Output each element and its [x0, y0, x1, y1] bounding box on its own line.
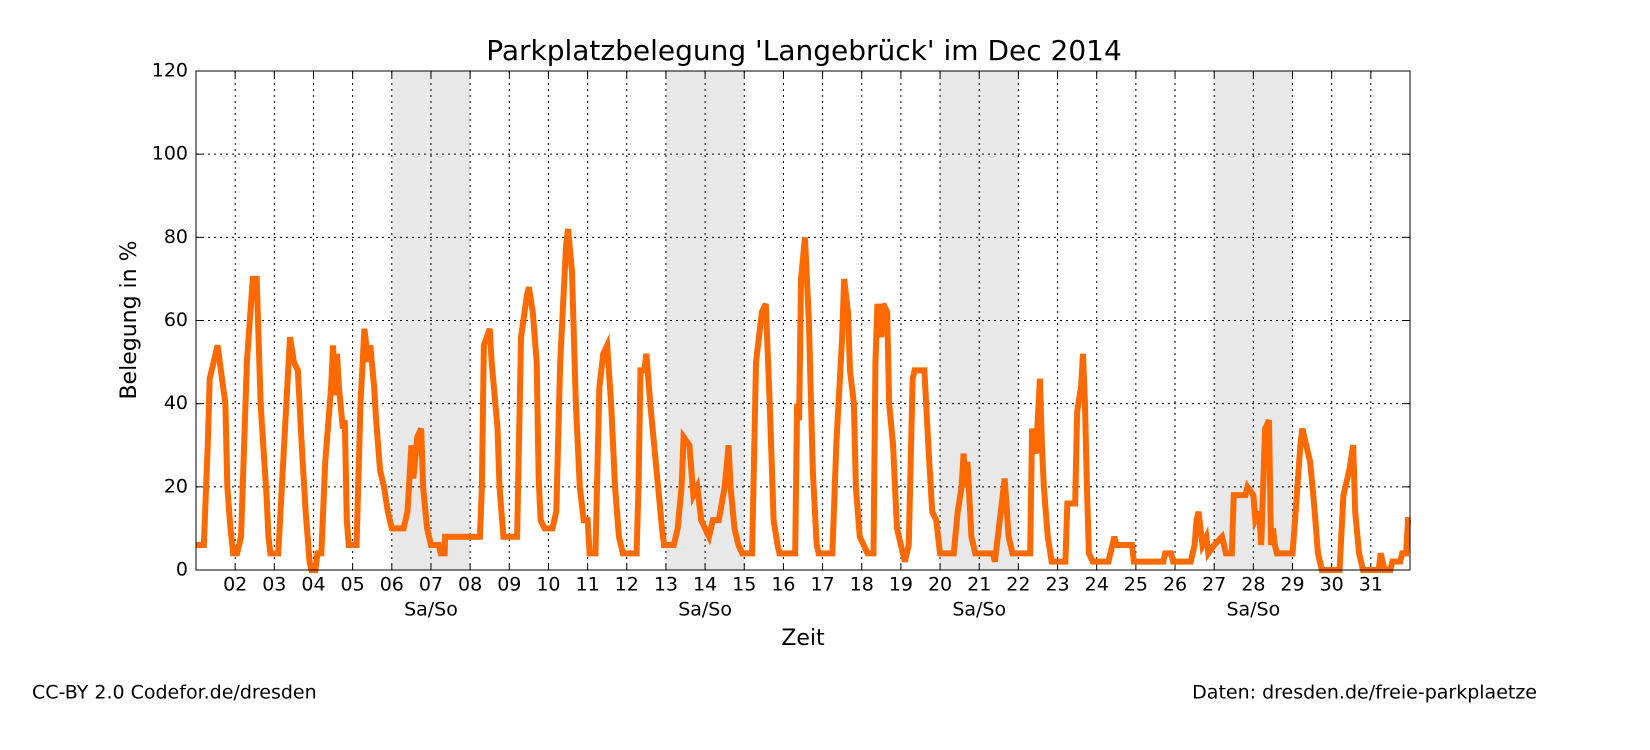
x-tick-label: 09	[497, 574, 521, 596]
y-tick-label: 80	[164, 226, 188, 248]
x-tick-label: 26	[1163, 574, 1187, 596]
x-tick-label: 31	[1359, 574, 1383, 596]
x-tick-label: 10	[536, 574, 560, 596]
x-tick-label: 11	[576, 574, 600, 596]
x-tick-label: 17	[810, 574, 834, 596]
chart-title: Parkplatzbelegung 'Langebrück' im Dec 20…	[486, 34, 1122, 67]
x-tick-label: 16	[771, 574, 795, 596]
x-tick-label: 06	[380, 574, 404, 596]
weekend-label: Sa/So	[404, 599, 458, 621]
x-tick-label: 23	[1045, 574, 1069, 596]
x-tick-label: 20	[928, 574, 952, 596]
y-tick-label: 20	[164, 475, 188, 497]
y-axis-label: Belegung in %	[117, 240, 142, 399]
x-tick-label: 24	[1085, 574, 1109, 596]
plot-area: Sa/So Sa/So Sa/So Sa/So 0 20 40 60 80 100 120 02 03 0…	[152, 60, 1412, 621]
y-tick-label: 60	[164, 309, 188, 331]
x-tick-label: 08	[458, 574, 482, 596]
y-tick-label: 100	[152, 143, 188, 165]
x-tick-label: 15	[732, 574, 756, 596]
x-tick-label: 03	[262, 574, 286, 596]
x-tick-label: 25	[1124, 574, 1148, 596]
x-tick-label: 04	[301, 574, 325, 596]
x-tick-label: 18	[850, 574, 874, 596]
x-tick-label: 28	[1241, 574, 1265, 596]
x-tick-label: 22	[1006, 574, 1030, 596]
weekend-label: Sa/So	[1226, 599, 1280, 621]
x-tick-label: 12	[615, 574, 639, 596]
x-tick-label: 02	[223, 574, 247, 596]
y-tick-label: 120	[152, 60, 188, 82]
footer-left: CC-BY 2.0 Codefor.de/dresden	[32, 682, 317, 704]
x-axis-label: Zeit	[781, 626, 825, 651]
x-tick-label: 21	[967, 574, 991, 596]
x-tick-label: 19	[889, 574, 913, 596]
x-tick-label: 05	[341, 574, 365, 596]
data-line	[196, 228, 1412, 573]
footer-right: Daten: dresden.de/freie-parkplaetze	[1192, 682, 1537, 704]
y-tick-label: 40	[164, 392, 188, 414]
weekend-label: Sa/So	[678, 599, 732, 621]
x-tick-label: 27	[1202, 574, 1226, 596]
x-tick-label: 07	[419, 574, 443, 596]
x-tick-label: 13	[654, 574, 678, 596]
plot-frame	[195, 70, 1411, 571]
y-tick-label: 0	[176, 559, 188, 581]
x-tick-label: 14	[693, 574, 717, 596]
x-tick-label: 29	[1280, 574, 1304, 596]
weekend-label: Sa/So	[952, 599, 1006, 621]
x-tick-label: 30	[1320, 574, 1344, 596]
